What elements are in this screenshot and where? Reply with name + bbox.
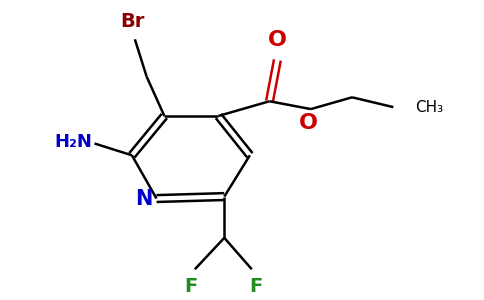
Text: O: O (299, 113, 318, 133)
Text: H₂N: H₂N (55, 133, 92, 151)
Text: Br: Br (121, 13, 145, 32)
Text: O: O (268, 30, 287, 50)
Text: CH₃: CH₃ (415, 100, 443, 115)
Text: N: N (135, 188, 152, 208)
Text: F: F (184, 277, 197, 296)
Text: F: F (249, 277, 262, 296)
